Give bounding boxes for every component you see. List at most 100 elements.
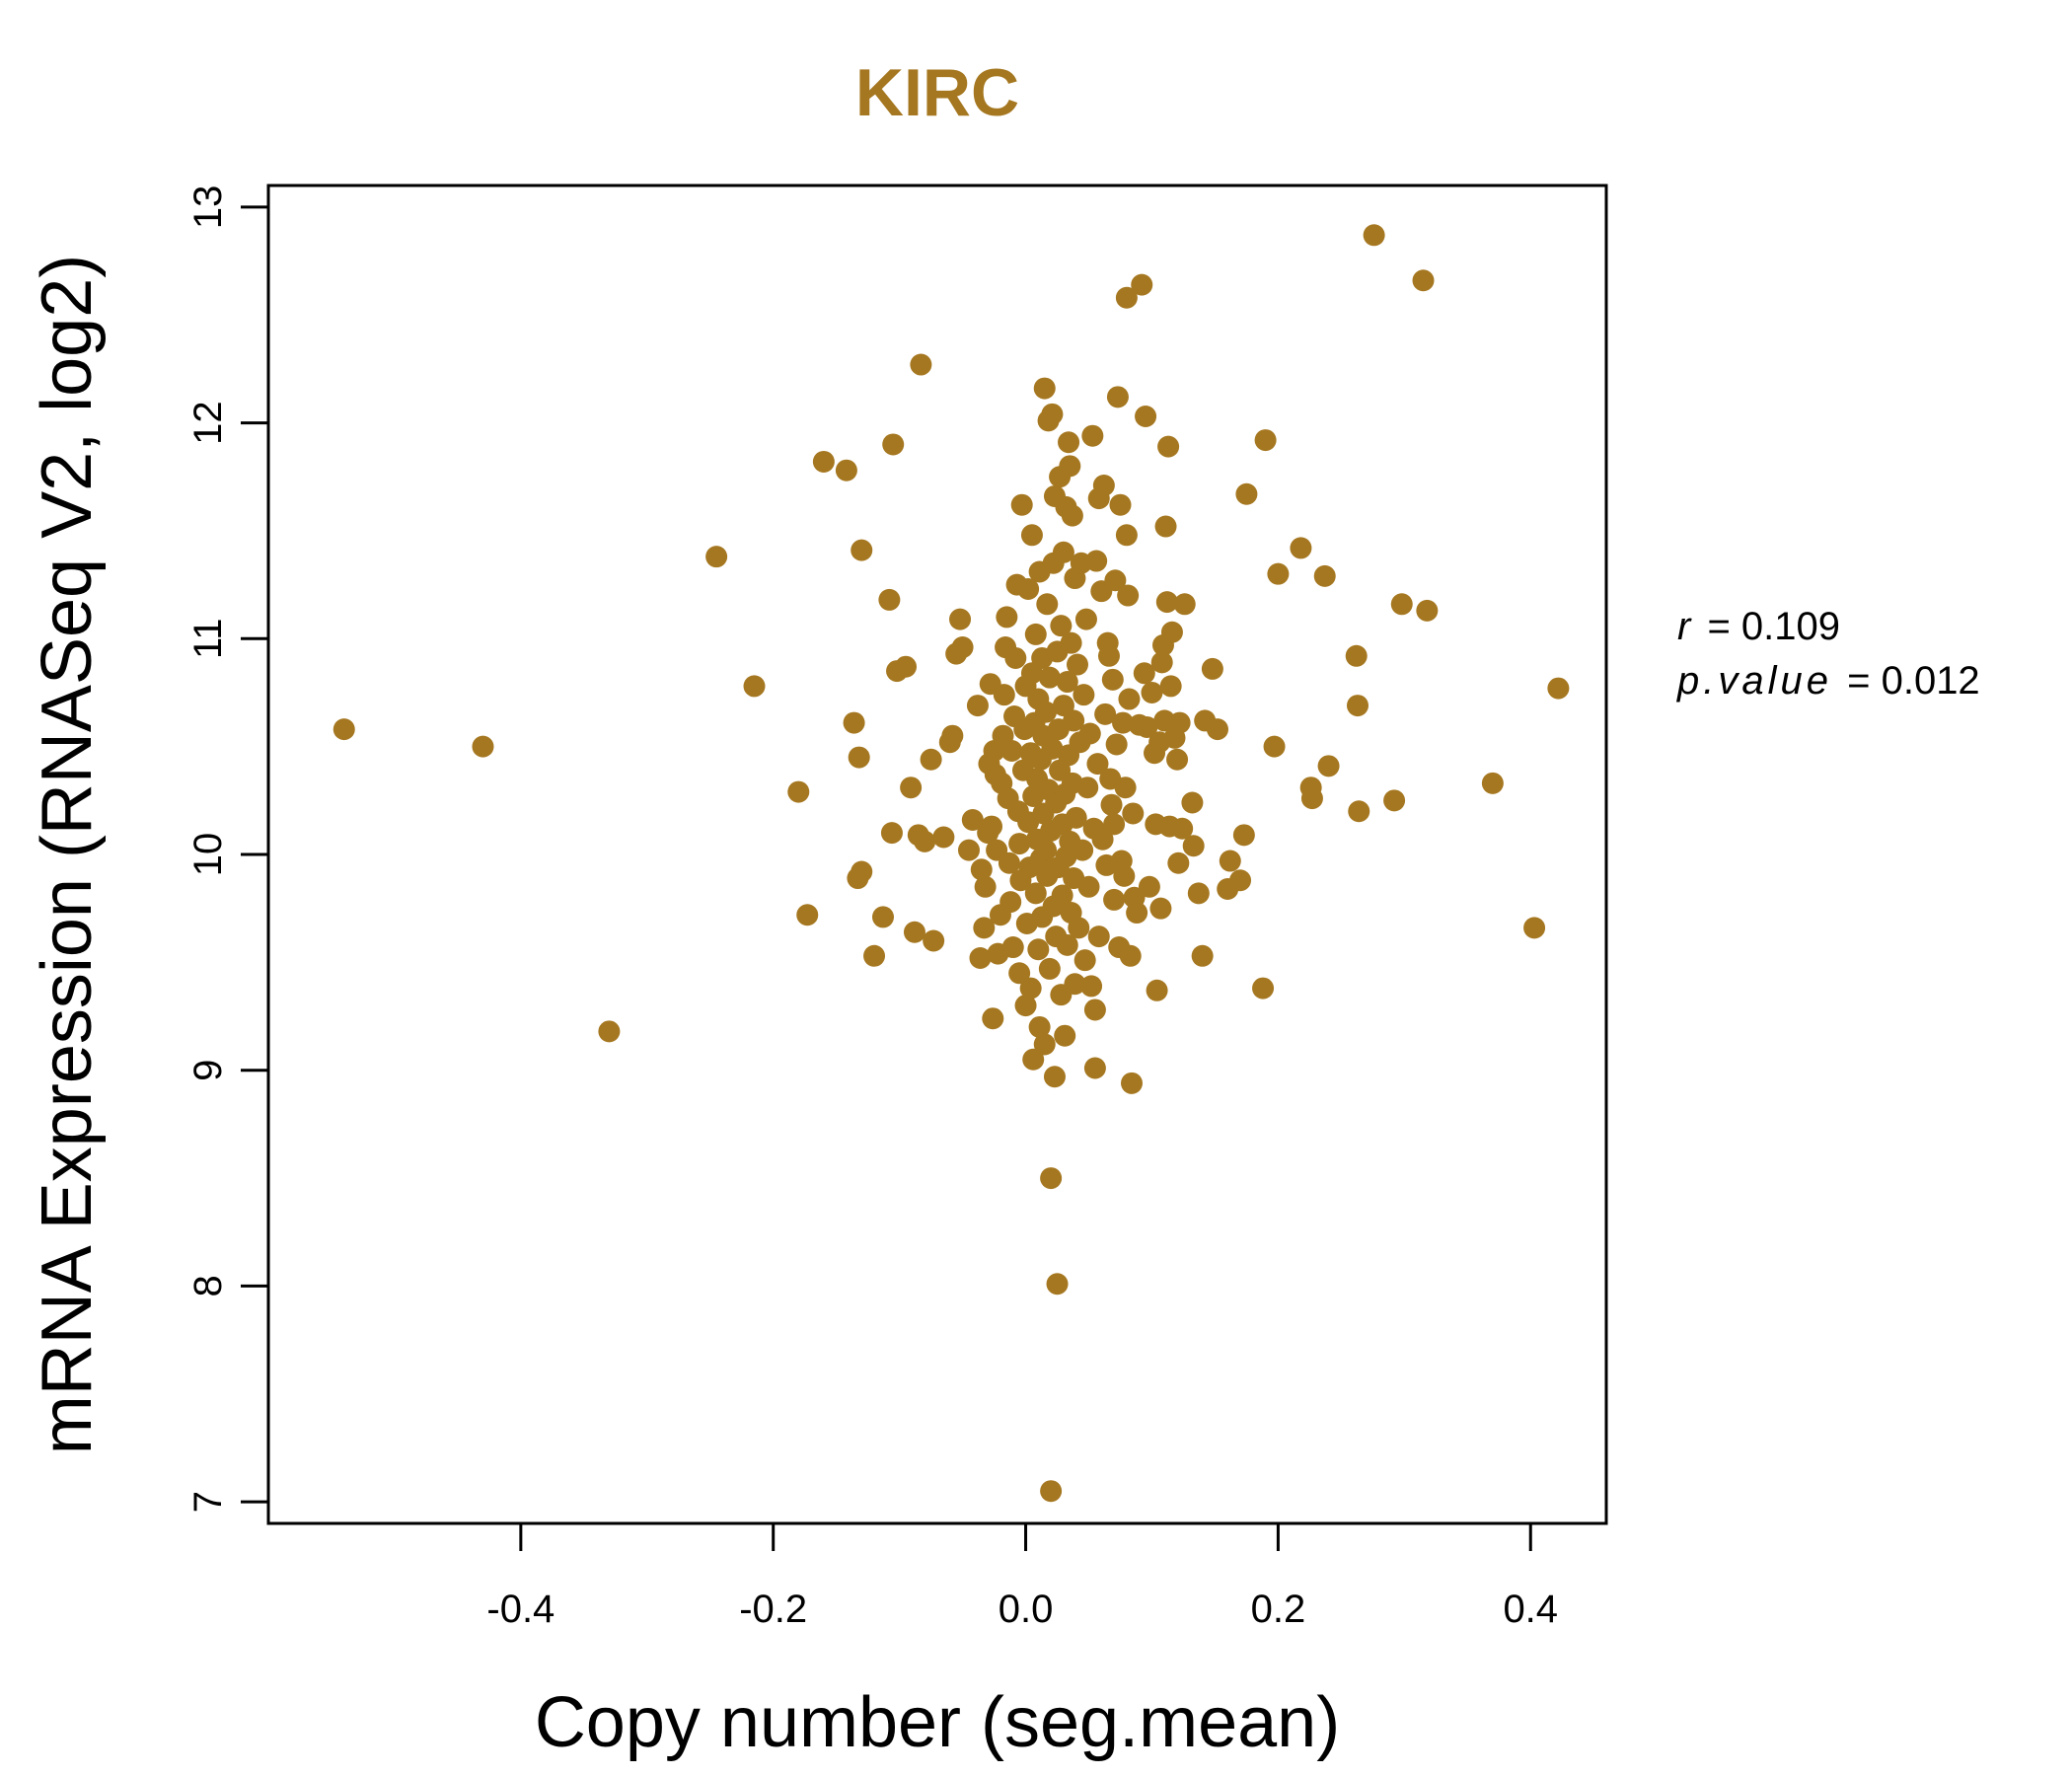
data-point — [1481, 772, 1504, 794]
data-point — [1035, 701, 1058, 723]
data-point — [1300, 787, 1323, 810]
data-point — [1068, 917, 1090, 939]
data-point — [993, 684, 1015, 706]
x-tick-label: 0.0 — [999, 1588, 1054, 1631]
data-point — [1201, 657, 1223, 680]
data-point — [981, 815, 1003, 838]
data-point — [1363, 224, 1385, 247]
y-tick-label: 7 — [186, 1491, 230, 1513]
data-point — [966, 695, 989, 717]
data-point — [1149, 897, 1172, 920]
data-point — [920, 748, 942, 771]
data-point — [1150, 651, 1173, 674]
data-point — [1252, 977, 1275, 999]
data-point — [1523, 917, 1546, 939]
data-point — [1056, 671, 1078, 694]
data-point — [1229, 869, 1252, 892]
data-point — [1345, 644, 1368, 667]
data-point — [1056, 933, 1078, 956]
data-point — [914, 830, 936, 852]
data-point — [932, 826, 955, 849]
data-point — [974, 875, 997, 898]
y-tick-label: 10 — [186, 833, 230, 877]
r-value: = 0.109 — [1707, 605, 1840, 648]
data-point — [1051, 884, 1073, 907]
data-point — [1103, 888, 1126, 911]
data-point — [878, 588, 901, 611]
data-point — [999, 891, 1022, 914]
data-point — [598, 1020, 621, 1043]
data-point — [1133, 662, 1155, 685]
data-point — [1109, 493, 1132, 516]
data-point — [1001, 936, 1024, 959]
data-point — [871, 906, 894, 928]
data-point — [1052, 541, 1074, 563]
data-point — [1014, 995, 1037, 1017]
data-point — [1083, 1057, 1106, 1079]
data-point — [1027, 938, 1050, 961]
y-tick-label: 8 — [186, 1275, 230, 1296]
data-point — [1103, 813, 1126, 836]
data-point — [1157, 435, 1180, 458]
data-point — [333, 718, 355, 741]
svg-text:r = 0.109: r = 0.109 — [1677, 605, 1840, 648]
data-point — [1066, 653, 1088, 676]
data-point — [1290, 537, 1312, 559]
data-point — [957, 839, 980, 861]
data-point — [1154, 515, 1177, 538]
data-point — [1091, 828, 1114, 851]
data-point — [1173, 593, 1196, 616]
data-point — [1065, 806, 1087, 829]
data-point — [1232, 824, 1255, 847]
y-tick-label: 12 — [186, 401, 230, 445]
data-point — [1346, 695, 1369, 717]
x-tick-label: 0.4 — [1503, 1588, 1558, 1631]
data-point — [1121, 1072, 1144, 1094]
data-point — [1086, 753, 1109, 776]
data-point — [998, 851, 1020, 874]
data-point — [1159, 675, 1182, 698]
data-point — [812, 450, 835, 473]
data-point — [961, 809, 984, 832]
data-point — [1050, 615, 1073, 637]
data-point — [941, 724, 964, 747]
data-point — [969, 946, 992, 969]
data-point — [705, 546, 728, 568]
data-point — [1061, 504, 1083, 527]
p-value: = 0.012 — [1847, 659, 1980, 703]
data-point — [903, 921, 925, 943]
data-point — [1024, 623, 1047, 645]
data-point — [1024, 882, 1047, 905]
data-point — [1058, 431, 1080, 454]
data-point — [1054, 1024, 1076, 1047]
y-axis-title: mRNA Expression (RNASeq V2, log2) — [28, 255, 107, 1454]
data-points — [333, 224, 1570, 1503]
data-point — [1010, 493, 1033, 516]
data-point — [1063, 709, 1085, 732]
data-point — [1146, 979, 1168, 1001]
data-point — [1112, 711, 1135, 734]
data-point — [1008, 962, 1031, 985]
data-point — [1390, 593, 1413, 616]
data-point — [1115, 524, 1138, 547]
data-point — [1219, 850, 1241, 872]
data-point — [923, 929, 945, 952]
data-point — [1131, 273, 1153, 296]
p-label: p.value — [1676, 659, 1832, 703]
data-point — [1083, 999, 1106, 1021]
data-point — [1004, 646, 1027, 669]
data-point — [1114, 777, 1137, 799]
data-point — [1235, 482, 1258, 505]
data-point — [1072, 839, 1094, 861]
data-point — [787, 780, 810, 803]
data-point — [843, 711, 865, 734]
data-point — [1059, 455, 1081, 478]
data-point — [900, 777, 923, 799]
data-point — [851, 860, 873, 883]
chart-title: KIRC — [855, 55, 1019, 130]
data-point — [1187, 882, 1210, 905]
data-point — [951, 636, 974, 659]
correlation-stats: r = 0.109 p.value = 0.012 — [1676, 605, 1980, 703]
data-point — [1104, 569, 1127, 592]
